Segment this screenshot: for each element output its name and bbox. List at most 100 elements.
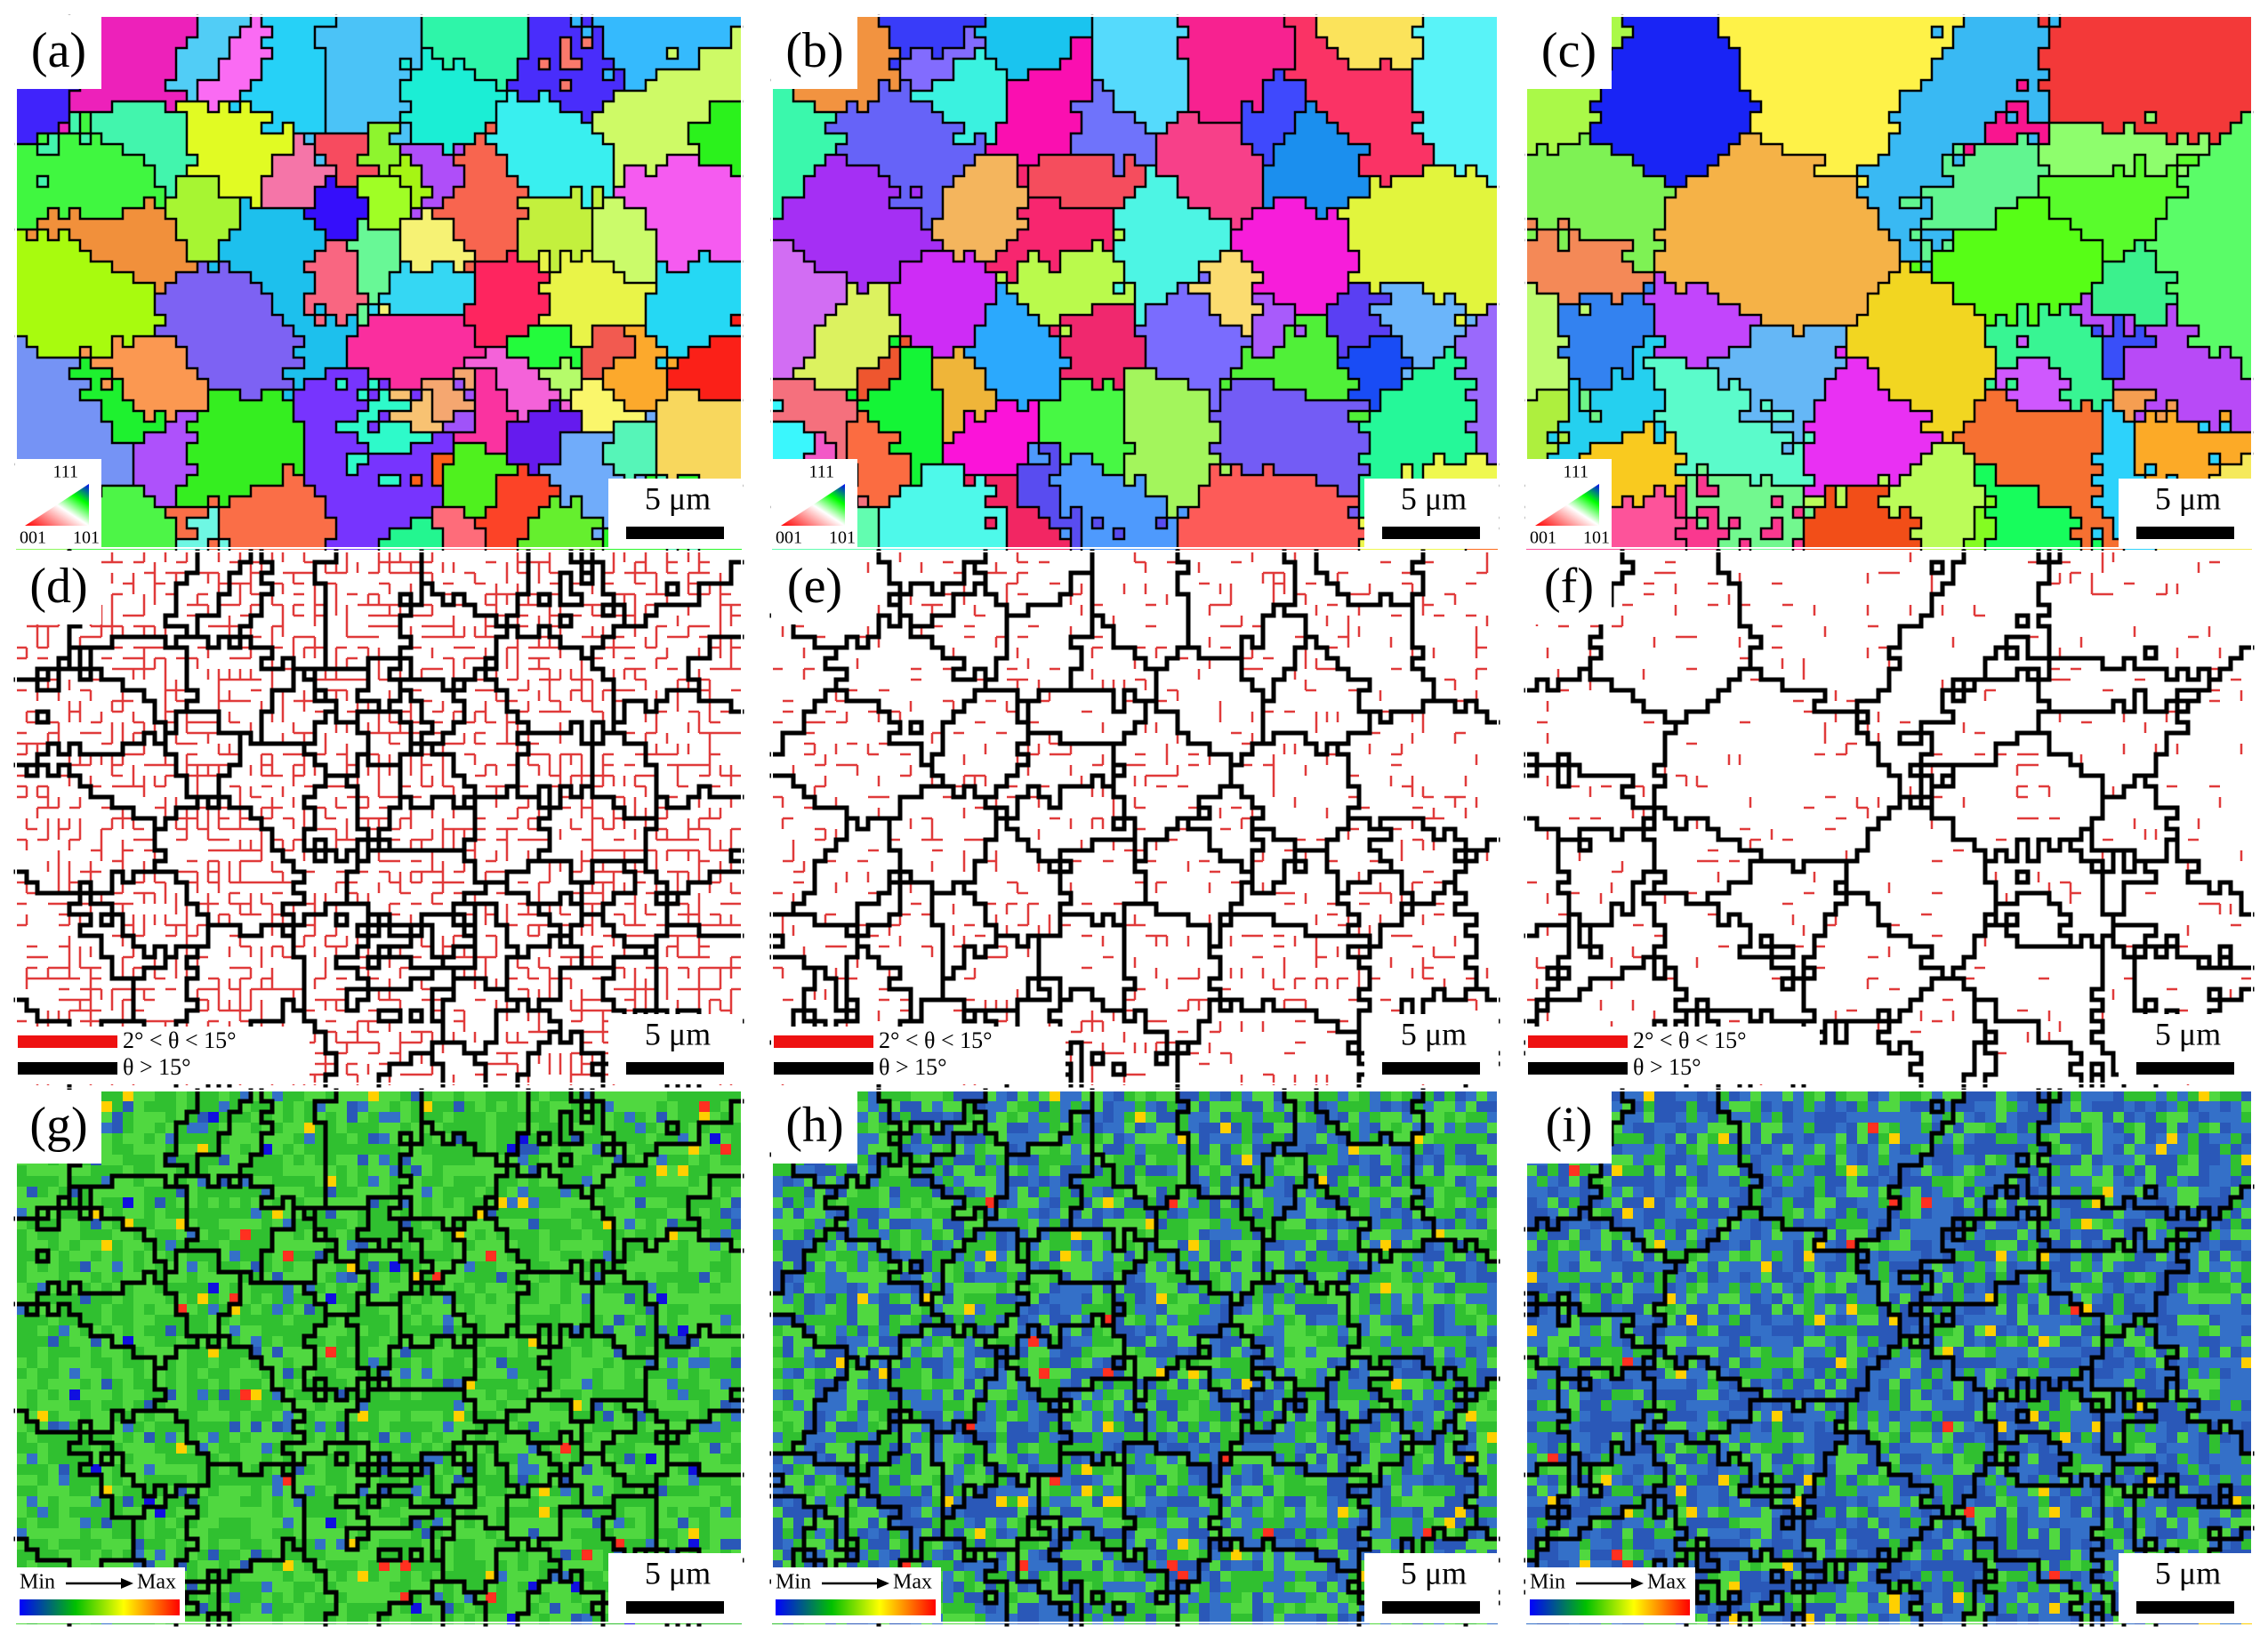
ipf-label-001: 001: [1530, 528, 1556, 548]
map-region: [2145, 112, 2252, 379]
label-box: [772, 552, 857, 624]
kam-min-label: Min: [20, 1571, 55, 1594]
panel: (b) 5 μm 111 001 101: [770, 14, 1500, 552]
map-region: [165, 464, 336, 550]
map-region: [772, 80, 847, 219]
scale-bar-label: 5 μm: [645, 480, 711, 516]
map-region: [379, 208, 475, 315]
kam-color-bar: [20, 1599, 180, 1615]
panel: (g) 5 μm Min Max: [13, 1088, 744, 1627]
map-region: [176, 390, 304, 507]
map-region: [261, 133, 336, 208]
map-region: [1284, 16, 1434, 187]
map-region: [347, 315, 486, 390]
map-region: [1526, 1091, 2252, 1624]
map-region: [1338, 336, 1412, 411]
map-region: [27, 197, 197, 294]
map-region: [304, 176, 368, 240]
map-region: [2071, 294, 2252, 432]
kam-min-label: Min: [1530, 1571, 1565, 1594]
panel-clip-border: [771, 15, 1499, 549]
kam-arrow-head: [1631, 1578, 1644, 1589]
panel-label: (i): [1546, 1098, 1593, 1153]
map-region: [1071, 80, 1156, 176]
kam-arrow-head: [877, 1578, 889, 1589]
map-region: [943, 400, 1039, 475]
map-region: [37, 101, 197, 197]
scale-bar-label: 5 μm: [645, 1555, 711, 1591]
scale-bar: [626, 1062, 724, 1075]
map-region: [368, 262, 475, 315]
scale-bar-label: 5 μm: [1401, 1555, 1467, 1591]
map-region: [464, 251, 550, 347]
label-box: [1526, 552, 1612, 624]
ipf-label-101: 101: [73, 528, 100, 548]
map-region: [911, 48, 1007, 144]
kam-min-label: Min: [776, 1571, 811, 1594]
map-region: [1327, 283, 1391, 358]
scale-bar: [1382, 1601, 1480, 1614]
scale-bar: [2136, 1062, 2234, 1075]
map-region: [1590, 16, 1761, 187]
panel-clip-border: [771, 551, 1499, 1084]
map-region: [2039, 16, 2252, 144]
ipf-label-001: 001: [20, 528, 46, 548]
map-region: [603, 422, 667, 486]
panel: (h) 5 μm Min Max: [769, 1088, 1500, 1627]
grain-boundaries: [1524, 14, 2254, 552]
ipf-label-111: 111: [808, 463, 834, 482]
map-region: [133, 411, 197, 507]
panel-label: (a): [31, 23, 86, 78]
panel-label: (e): [787, 559, 842, 614]
map-region: [1210, 379, 1370, 518]
panel-label: (f): [1544, 559, 1594, 614]
map-region: [1252, 294, 1306, 358]
ipf-label-111: 111: [1563, 463, 1588, 482]
map-region: [772, 240, 847, 379]
low-angle-swatch: [18, 1035, 117, 1048]
scale-bar-label: 5 μm: [2155, 480, 2221, 516]
scale-bar: [2136, 527, 2234, 539]
map-region: [443, 379, 475, 432]
panel-clip-border: [1525, 1090, 2253, 1623]
map-region: [443, 443, 518, 518]
kam-color-bar: [1530, 1599, 1690, 1615]
map-region: [1996, 336, 2071, 411]
label-box: [16, 16, 101, 89]
map-region: [464, 347, 571, 422]
map-region: [964, 475, 1071, 550]
map-region: [176, 101, 294, 208]
map-region: [646, 251, 742, 368]
panel-label: (g): [29, 1098, 87, 1153]
map-region: [69, 358, 165, 443]
map-region: [1316, 16, 1423, 69]
map-region: [229, 16, 336, 133]
scale-bar: [2136, 1601, 2234, 1614]
scale-bar-label: 5 μm: [1401, 480, 1467, 516]
map-region: [1039, 379, 1135, 475]
map-region: [1804, 486, 1921, 550]
high-angle-label: θ > 15°: [1633, 1054, 1701, 1080]
map-region: [400, 144, 464, 219]
map-region: [1804, 443, 1985, 550]
map-region: [432, 123, 528, 272]
map-region: [336, 379, 432, 486]
panel: (a) 5 μm 111 001 101: [14, 14, 744, 552]
panel-label: (d): [29, 559, 87, 614]
label-box: [1526, 1091, 1612, 1164]
scale-bar: [1382, 527, 1480, 539]
high-angle-swatch: [1528, 1062, 1628, 1075]
panel-clip-border: [1525, 551, 2253, 1084]
map-region: [400, 48, 507, 155]
map-region: [1028, 443, 1188, 550]
kam-max-label: Max: [893, 1571, 932, 1594]
map-region: [379, 518, 443, 550]
scale-bar-label: 5 μm: [645, 1016, 711, 1051]
map-region: [294, 368, 454, 550]
low-angle-label: 2° < θ < 15°: [123, 1027, 237, 1053]
scale-bar-label: 5 μm: [2155, 1555, 2221, 1591]
panel: (f) 5 μm 2° < θ < 15°θ > 15°: [1524, 549, 2255, 1088]
high-angle-swatch: [18, 1062, 117, 1075]
panel: (d) 5 μm 2° < θ < 15°θ > 15°: [13, 549, 744, 1088]
